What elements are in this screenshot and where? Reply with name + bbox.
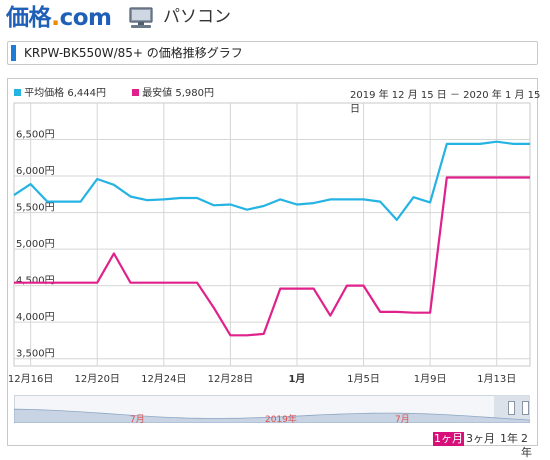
logo-dot: . bbox=[51, 3, 60, 31]
navigator-label-3: 7月 bbox=[395, 415, 410, 425]
section-title[interactable]: パソコン bbox=[163, 7, 231, 27]
navigator-label-2: 2019年 bbox=[265, 415, 297, 425]
x-axis-ticks: 12月16日 12月20日 12月24日 12月28日 1月 1月5日 1月9日 1月13日 bbox=[8, 373, 516, 385]
y-tick-label: 4,500円 bbox=[16, 276, 55, 287]
logo-main: 価格 bbox=[6, 5, 52, 31]
plot-area bbox=[13, 102, 531, 367]
x-tick-label: 12月20日 bbox=[74, 373, 119, 385]
x-tick-label: 12月16日 bbox=[8, 373, 53, 385]
legend-avg-swatch bbox=[14, 89, 21, 96]
y-axis-ticks: 3,500円 4,000円 4,500円 5,000円 5,500円 6,000円 6,50… bbox=[16, 130, 55, 360]
kakaku-logo[interactable]: 価格.com bbox=[6, 3, 112, 32]
range-button-3m[interactable]: 3ヶ月 bbox=[466, 432, 495, 445]
range-button-1m[interactable]: 1ヶ月 bbox=[433, 432, 464, 446]
legend-min[interactable]: 最安値 5,980円 bbox=[132, 87, 214, 101]
y-tick-label: 5,500円 bbox=[16, 203, 55, 214]
chart-series bbox=[13, 140, 530, 337]
range-buttons: 1ヶ月 3ヶ月 1年 2年 bbox=[433, 432, 533, 459]
price-chart: 3,500円 4,000円 4,500円 5,000円 5,500円 6,000円 6,50… bbox=[8, 102, 531, 385]
logo-suffix: com bbox=[59, 5, 112, 31]
legend-avg-label: 平均価格 bbox=[24, 88, 65, 99]
chart-grid bbox=[13, 102, 531, 367]
y-tick-label: 3,500円 bbox=[16, 349, 55, 360]
series-min-line bbox=[14, 176, 530, 337]
range-button-1y[interactable]: 1年 bbox=[500, 432, 518, 445]
range-button-2y[interactable]: 2年 bbox=[521, 432, 532, 459]
x-tick-label: 12月28日 bbox=[208, 373, 253, 385]
navigator-label-1: 7月 bbox=[130, 415, 145, 425]
x-tick-label: 1月 bbox=[288, 373, 305, 385]
x-tick-label: 1月5日 bbox=[347, 373, 380, 385]
y-tick-label: 6,500円 bbox=[16, 130, 55, 141]
date-range: 2019 年 12 月 15 日 － 2020 年 1 月 15 日 bbox=[350, 90, 541, 115]
y-tick-label: 6,000円 bbox=[16, 166, 55, 177]
y-tick-label: 4,000円 bbox=[16, 312, 55, 323]
navigator-handle-left[interactable] bbox=[508, 401, 515, 415]
y-tick-label: 5,000円 bbox=[16, 239, 55, 250]
series-avg-line bbox=[13, 140, 530, 221]
navigator-handle-right[interactable] bbox=[522, 401, 529, 415]
legend-min-swatch bbox=[132, 89, 139, 96]
legend-avg[interactable]: 平均価格 6,444円 bbox=[14, 87, 106, 101]
navigator-area bbox=[14, 408, 530, 423]
title-bar: KRPW-BK550W/85+ の価格推移グラフ bbox=[7, 41, 538, 65]
title-accent-mark bbox=[11, 45, 16, 61]
x-tick-label: 12月24日 bbox=[141, 373, 186, 385]
x-tick-label: 1月13日 bbox=[477, 373, 516, 385]
legend-min-value: 5,980円 bbox=[175, 88, 215, 99]
graph-title: KRPW-BK550W/85+ の価格推移グラフ bbox=[24, 46, 243, 60]
computer-icon bbox=[129, 7, 153, 28]
legend-min-label: 最安値 bbox=[142, 88, 173, 99]
legend-avg-value: 6,444円 bbox=[67, 88, 107, 99]
x-tick-label: 1月9日 bbox=[414, 373, 447, 385]
